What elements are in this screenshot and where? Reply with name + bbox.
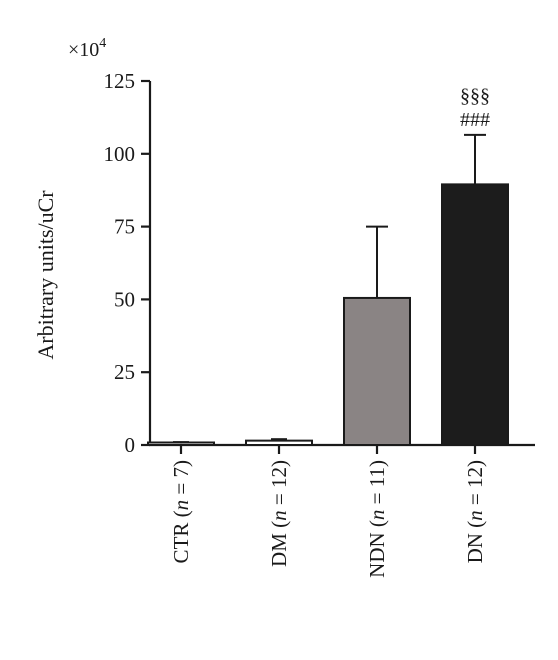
y-tick-label: 25 bbox=[114, 360, 135, 384]
error-bars bbox=[173, 133, 486, 444]
significance-annotation-section: §§§ bbox=[460, 85, 490, 107]
bar bbox=[245, 439, 313, 446]
x-tick-label: NDN (n = 11) bbox=[365, 460, 389, 578]
x-tick-label: DN (n = 12) bbox=[463, 460, 487, 563]
x-tick-labels: CTR (n = 7) DM (n = 12) NDN (n = 11) DN (n … bbox=[169, 460, 487, 578]
x-tick-label: CTR (n = 7) bbox=[169, 460, 193, 563]
y-tick-label: 50 bbox=[114, 287, 135, 311]
y-axis-label: Arbitrary units/uCr bbox=[33, 190, 58, 360]
bar bbox=[441, 183, 509, 446]
y-ticks: 0 25 50 75 100 125 bbox=[104, 69, 150, 457]
y-tick-label: 0 bbox=[125, 433, 136, 457]
bars bbox=[147, 183, 509, 446]
y-tick-label: 125 bbox=[104, 69, 136, 93]
x-tick-label: DM (n = 12) bbox=[267, 460, 291, 567]
x-ticks bbox=[179, 445, 477, 454]
y-tick-label: 75 bbox=[114, 215, 135, 239]
bar bbox=[343, 296, 411, 446]
significance-annotation-hash: ### bbox=[460, 109, 490, 131]
y-axis-multiplier: ×104 bbox=[68, 36, 106, 61]
y-tick-label: 100 bbox=[104, 142, 136, 166]
